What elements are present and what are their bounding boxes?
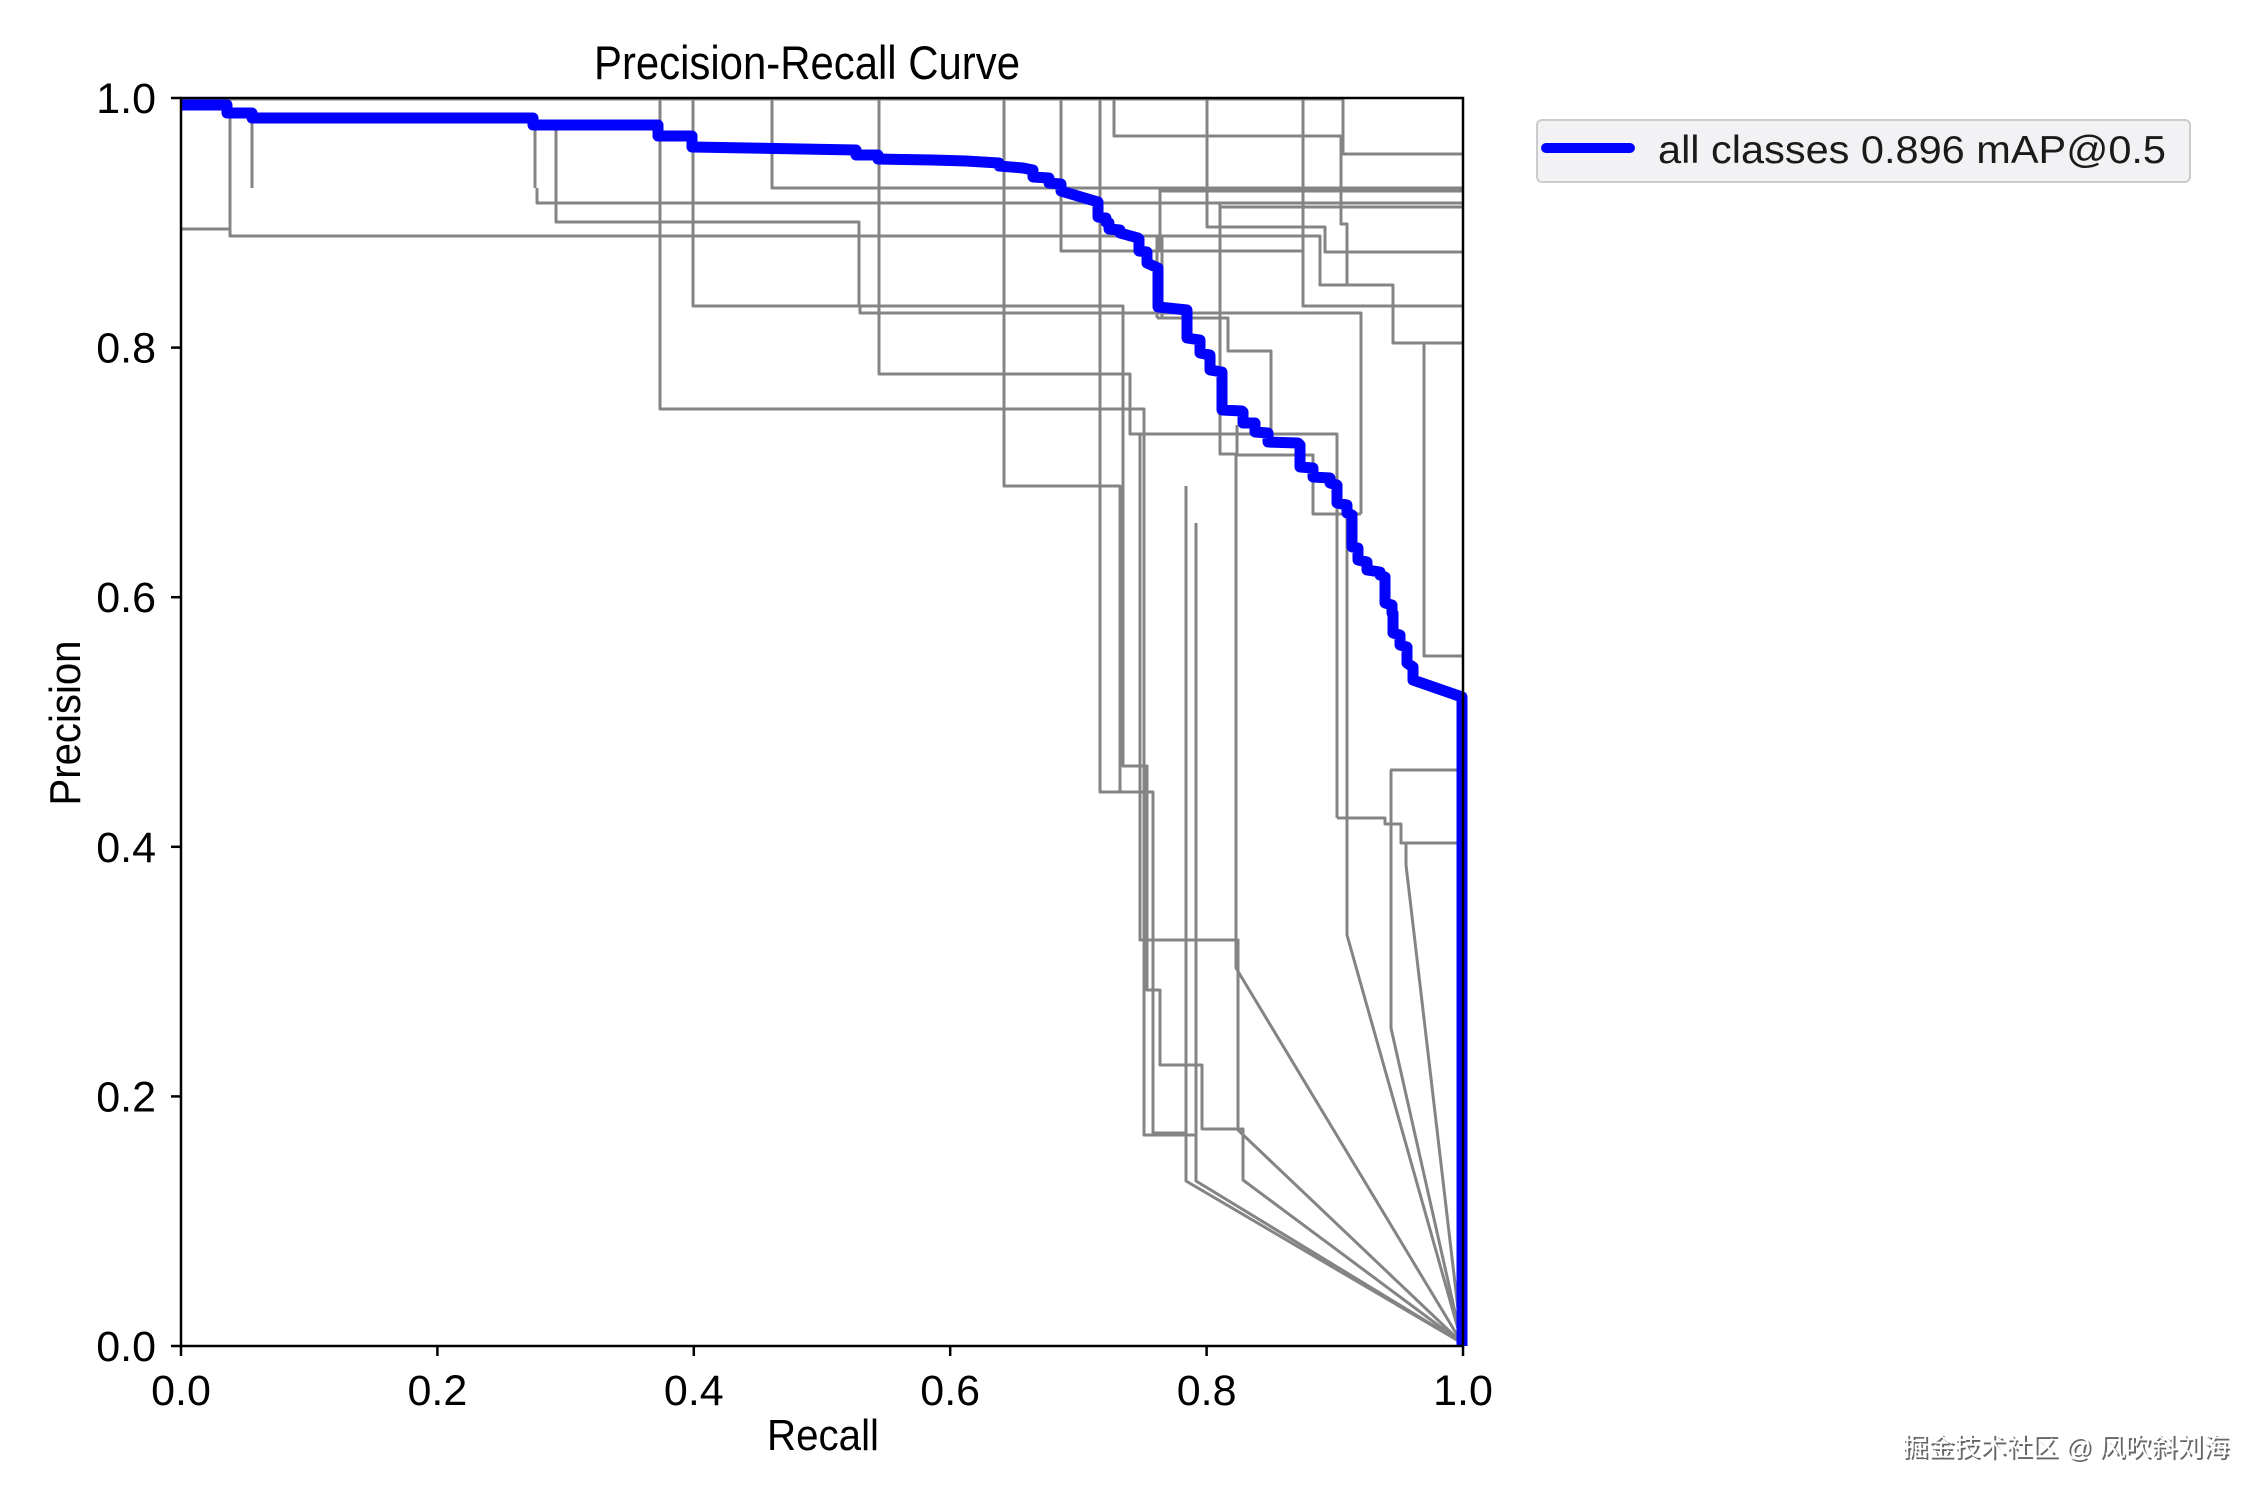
svg-text:all classes 0.896 mAP@0.5: all classes 0.896 mAP@0.5: [1658, 129, 2166, 172]
svg-text:0.4: 0.4: [664, 1367, 724, 1415]
svg-text:0.8: 0.8: [1177, 1367, 1237, 1415]
svg-text:0.6: 0.6: [920, 1367, 980, 1415]
svg-text:掘金技术社区 @ 风吹斜刘海: 掘金技术社区 @ 风吹斜刘海: [1902, 1432, 2229, 1462]
svg-text:1.0: 1.0: [1433, 1367, 1493, 1415]
svg-text:Precision: Precision: [41, 641, 90, 806]
svg-text:0.2: 0.2: [408, 1367, 468, 1415]
svg-text:0.8: 0.8: [96, 325, 156, 373]
svg-text:0.4: 0.4: [96, 824, 156, 872]
svg-text:0.0: 0.0: [151, 1367, 211, 1415]
svg-text:0.2: 0.2: [96, 1073, 156, 1121]
svg-text:1.0: 1.0: [96, 75, 156, 123]
svg-text:0.6: 0.6: [96, 574, 156, 622]
svg-text:Recall: Recall: [767, 1411, 879, 1460]
svg-text:0.0: 0.0: [96, 1323, 156, 1371]
svg-text:Precision-Recall Curve: Precision-Recall Curve: [594, 36, 1020, 89]
